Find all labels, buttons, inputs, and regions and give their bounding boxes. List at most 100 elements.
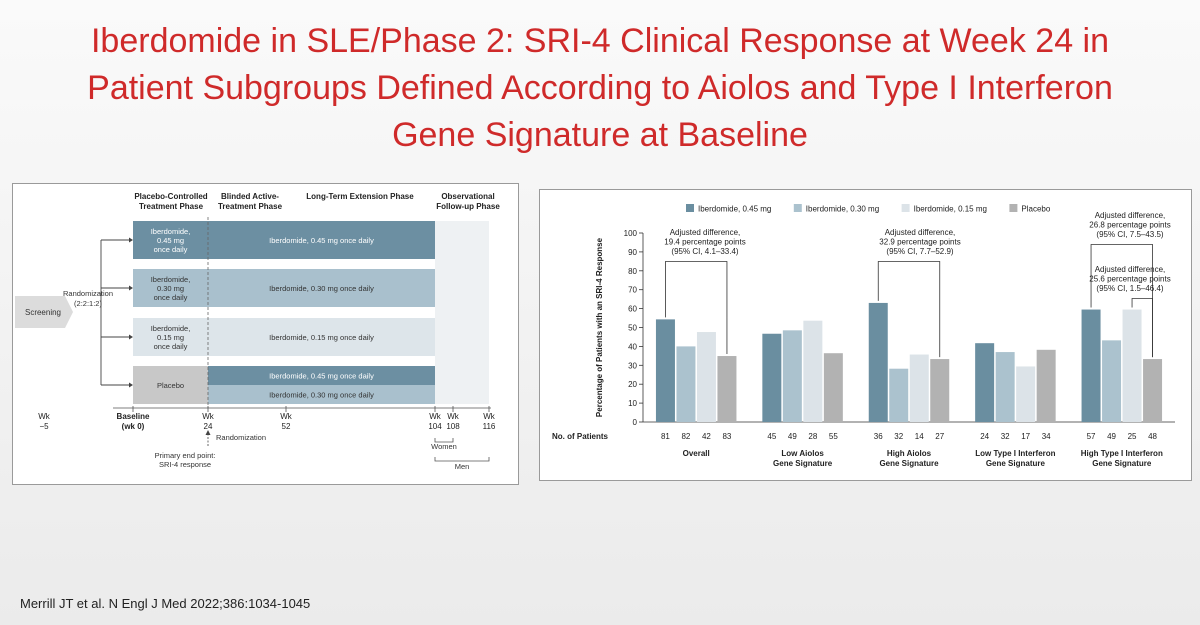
- legend-label: Iberdomide, 0.45 mg: [698, 205, 771, 214]
- bar: [1016, 366, 1036, 422]
- phase-header: Blinded Active-: [221, 192, 279, 201]
- category-label: Gene Signature: [879, 459, 939, 468]
- patients-count: 48: [1148, 432, 1157, 441]
- arm-label: Iberdomide,: [151, 227, 191, 236]
- patients-count: 27: [935, 432, 944, 441]
- category-label: Overall: [683, 449, 710, 458]
- category-label: Gene Signature: [773, 459, 833, 468]
- patients-count: 42: [702, 432, 711, 441]
- annotation-bracket: [665, 261, 728, 355]
- screening-arrow: [15, 296, 73, 328]
- screening-label: Screening: [25, 308, 61, 317]
- arm-box: [133, 269, 208, 307]
- bar: [823, 353, 843, 422]
- citation: Merrill JT et al. N Engl J Med 2022;386:…: [20, 596, 311, 611]
- y-tick-label: 100: [624, 229, 638, 238]
- bar: [676, 346, 696, 422]
- timeline-label: 108: [446, 422, 460, 431]
- bar: [975, 343, 995, 422]
- extension-label: Iberdomide, 0.45 mg once daily: [269, 236, 374, 245]
- women-bracket: [434, 438, 454, 443]
- extension-label: Iberdomide, 0.30 mg once daily: [269, 284, 374, 293]
- slide-title: Iberdomide in SLE/Phase 2: SRI-4 Clinica…: [20, 18, 1180, 159]
- y-tick-label: 10: [628, 399, 637, 408]
- phase-header: Treatment Phase: [218, 202, 283, 211]
- timeline-label: Wk: [202, 412, 215, 421]
- bar: [889, 368, 909, 422]
- category-label: High Type I Interferon: [1081, 449, 1163, 458]
- randomization-label: (2:2:1:2): [74, 299, 102, 308]
- patients-count: 32: [1001, 432, 1010, 441]
- annotation-bracket: [1131, 298, 1153, 358]
- legend-swatch: [793, 204, 802, 212]
- timeline-label: 116: [483, 422, 496, 431]
- annotation-text: 32.9 percentage points: [879, 238, 960, 247]
- annotation-text: Adjusted difference,: [885, 228, 956, 237]
- annotation-bracket: [877, 261, 941, 358]
- bar: [762, 333, 782, 422]
- phase-header: Treatment Phase: [139, 202, 204, 211]
- patients-count: 55: [829, 432, 838, 441]
- annotation-text: 25.6 percentage points: [1089, 275, 1170, 284]
- bar: [1102, 340, 1122, 422]
- arrowhead: [205, 430, 211, 435]
- y-tick-label: 30: [628, 361, 637, 370]
- extension-label: Iberdomide, 0.15 mg once daily: [269, 333, 374, 342]
- arm-box: [133, 318, 208, 356]
- bar: [930, 359, 950, 422]
- patients-count: 36: [874, 432, 883, 441]
- category-label: High Aiolos: [887, 449, 932, 458]
- annotation-text: (95% CI, 7.5–43.5): [1096, 230, 1163, 239]
- y-tick-label: 40: [628, 342, 637, 351]
- bar: [995, 352, 1015, 422]
- legend-swatch: [901, 204, 910, 212]
- week24-randomization-label: Randomization: [216, 433, 266, 442]
- category-label: Gene Signature: [986, 459, 1046, 468]
- annotation-text: 26.8 percentage points: [1089, 221, 1170, 230]
- primary-end-point-label: SRI-4 response: [159, 460, 211, 469]
- legend-label: Iberdomide, 0.30 mg: [806, 205, 879, 214]
- bar: [717, 356, 737, 422]
- category-label: Low Aiolos: [781, 449, 824, 458]
- y-tick-label: 70: [628, 286, 637, 295]
- y-tick-label: 50: [628, 324, 637, 333]
- annotation-text: (95% CI, 4.1–33.4): [671, 247, 738, 256]
- patients-count: 83: [722, 432, 731, 441]
- phase-header: Follow-up Phase: [436, 202, 500, 211]
- arrowhead: [129, 334, 133, 340]
- bar: [1143, 359, 1163, 422]
- timeline-label: (wk 0): [122, 422, 145, 431]
- bar: [803, 320, 823, 422]
- annotation-text: Adjusted difference,: [1095, 265, 1166, 274]
- y-tick-label: 90: [628, 248, 637, 257]
- patients-count: 34: [1042, 432, 1051, 441]
- patients-count: 24: [980, 432, 989, 441]
- timeline-label: Baseline: [117, 412, 150, 421]
- arm-box: [133, 366, 208, 404]
- patients-label: No. of Patients: [552, 432, 609, 441]
- y-tick-label: 60: [628, 305, 637, 314]
- y-tick-label: 0: [633, 418, 638, 427]
- arm-label: once daily: [154, 293, 188, 302]
- patients-count: 45: [767, 432, 776, 441]
- bar: [868, 302, 888, 422]
- arrowhead: [129, 237, 133, 243]
- timeline-label: Wk: [429, 412, 442, 421]
- arm-label: Iberdomide,: [151, 275, 191, 284]
- arm-label: Iberdomide,: [151, 324, 191, 333]
- observational-followup-zone: [435, 221, 489, 404]
- title-line: Iberdomide in SLE/Phase 2: SRI-4 Clinica…: [90, 22, 1110, 60]
- arm-label: 0.30 mg: [157, 284, 184, 293]
- patients-count: 49: [788, 432, 797, 441]
- extension-bar: [208, 366, 435, 385]
- bar: [655, 319, 675, 422]
- men-bracket: [434, 457, 490, 462]
- extension-bar: [208, 318, 435, 356]
- y-tick-label: 20: [628, 380, 637, 389]
- timeline-label: 24: [204, 422, 213, 431]
- men-label: Men: [455, 462, 470, 471]
- timeline-label: 52: [282, 422, 291, 431]
- category-label: Gene Signature: [1092, 459, 1152, 468]
- timeline-label: Wk: [483, 412, 496, 421]
- arm-label: 0.45 mg: [157, 236, 184, 245]
